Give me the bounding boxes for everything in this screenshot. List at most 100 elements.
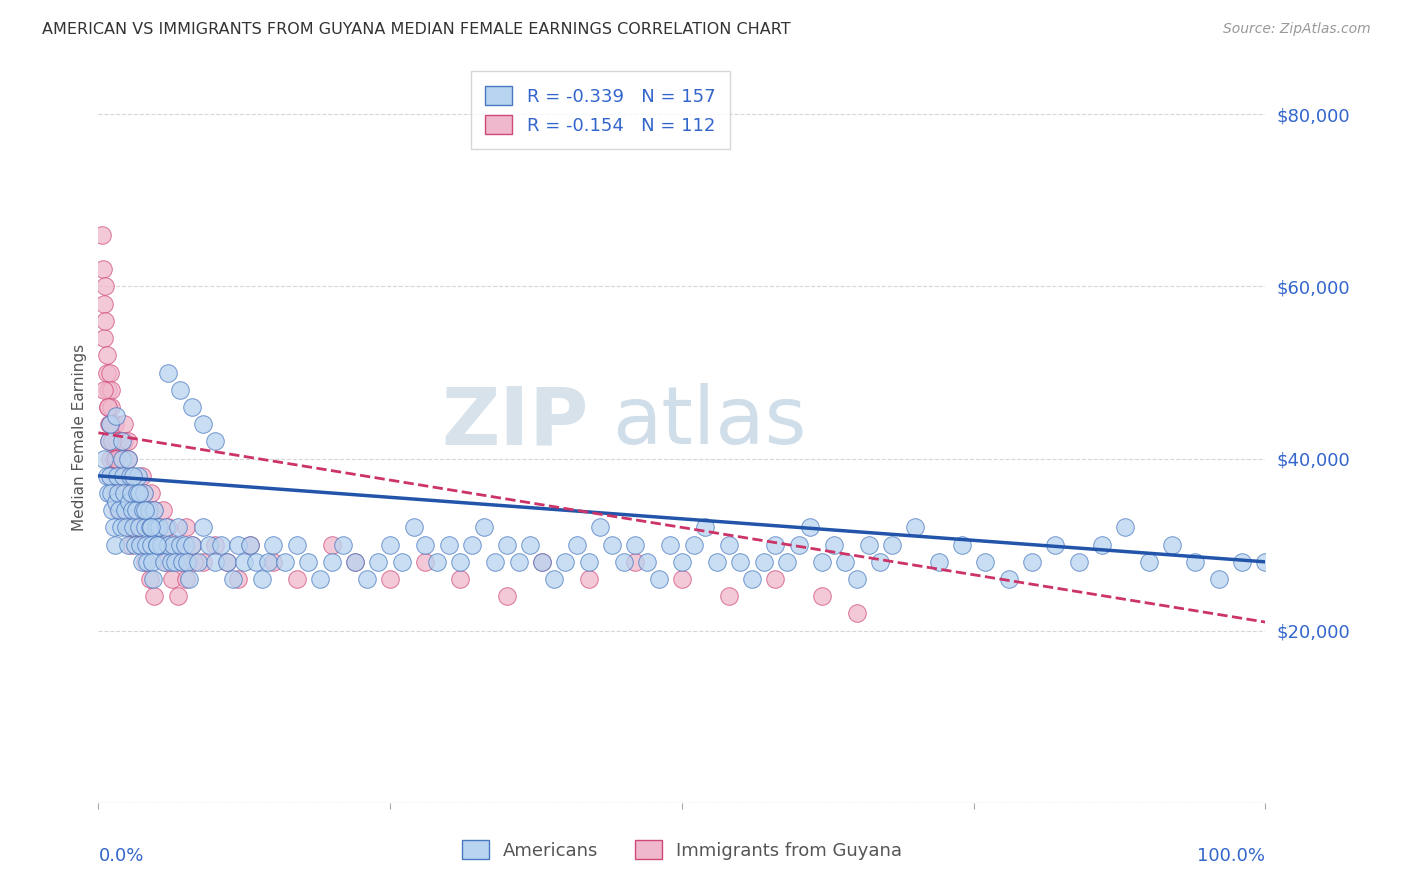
Point — [111, 468, 134, 483]
Point — [117, 451, 139, 466]
Point — [543, 572, 565, 586]
Point — [93, 451, 115, 466]
Point — [115, 520, 138, 534]
Point — [321, 538, 343, 552]
Point — [100, 383, 122, 397]
Point — [114, 468, 136, 483]
Point — [554, 555, 576, 569]
Point — [90, 227, 112, 242]
Point — [449, 555, 471, 569]
Point — [461, 538, 484, 552]
Point — [530, 555, 553, 569]
Point — [98, 366, 121, 380]
Point — [104, 417, 127, 432]
Point — [112, 434, 135, 449]
Point — [122, 486, 145, 500]
Point — [104, 451, 127, 466]
Text: AMERICAN VS IMMIGRANTS FROM GUYANA MEDIAN FEMALE EARNINGS CORRELATION CHART: AMERICAN VS IMMIGRANTS FROM GUYANA MEDIA… — [42, 22, 790, 37]
Point — [391, 555, 413, 569]
Point — [1021, 555, 1043, 569]
Point — [148, 520, 170, 534]
Point — [763, 572, 786, 586]
Point — [180, 400, 202, 414]
Point — [204, 555, 226, 569]
Point — [138, 520, 160, 534]
Point — [508, 555, 530, 569]
Point — [811, 589, 834, 603]
Point — [115, 486, 138, 500]
Point — [139, 520, 162, 534]
Point — [169, 538, 191, 552]
Point — [159, 555, 181, 569]
Point — [682, 538, 704, 552]
Point — [134, 503, 156, 517]
Point — [97, 434, 120, 449]
Point — [98, 451, 121, 466]
Point — [309, 572, 332, 586]
Point — [132, 486, 155, 500]
Point — [869, 555, 891, 569]
Point — [160, 572, 183, 586]
Point — [834, 555, 856, 569]
Point — [578, 555, 600, 569]
Point — [110, 486, 132, 500]
Point — [166, 589, 188, 603]
Text: ZIP: ZIP — [441, 384, 589, 461]
Point — [138, 503, 160, 517]
Point — [858, 538, 880, 552]
Point — [145, 520, 167, 534]
Point — [1091, 538, 1114, 552]
Point — [104, 486, 127, 500]
Point — [143, 589, 166, 603]
Point — [811, 555, 834, 569]
Point — [125, 520, 148, 534]
Legend: Americans, Immigrants from Guyana: Americans, Immigrants from Guyana — [454, 832, 910, 867]
Point — [413, 538, 436, 552]
Point — [135, 503, 157, 517]
Point — [752, 555, 775, 569]
Point — [118, 486, 141, 500]
Point — [228, 572, 250, 586]
Point — [125, 520, 148, 534]
Point — [101, 434, 124, 449]
Point — [127, 503, 149, 517]
Point — [1184, 555, 1206, 569]
Point — [111, 468, 134, 483]
Point — [367, 555, 389, 569]
Point — [228, 538, 250, 552]
Point — [127, 468, 149, 483]
Point — [519, 538, 541, 552]
Point — [111, 434, 134, 449]
Point — [215, 555, 238, 569]
Point — [108, 468, 131, 483]
Point — [209, 538, 232, 552]
Point — [114, 451, 136, 466]
Point — [111, 451, 134, 466]
Point — [111, 451, 134, 466]
Point — [380, 572, 402, 586]
Point — [100, 400, 122, 414]
Point — [174, 572, 197, 586]
Point — [730, 555, 752, 569]
Point — [124, 503, 146, 517]
Point — [134, 555, 156, 569]
Point — [98, 468, 121, 483]
Point — [139, 520, 162, 534]
Point — [402, 520, 425, 534]
Point — [1161, 538, 1184, 552]
Point — [589, 520, 612, 534]
Point — [166, 520, 188, 534]
Point — [496, 589, 519, 603]
Point — [530, 555, 553, 569]
Point — [105, 486, 128, 500]
Point — [180, 538, 202, 552]
Point — [198, 538, 221, 552]
Point — [128, 486, 150, 500]
Point — [356, 572, 378, 586]
Point — [157, 366, 180, 380]
Point — [93, 383, 115, 397]
Point — [787, 538, 810, 552]
Point — [695, 520, 717, 534]
Point — [146, 538, 169, 552]
Point — [97, 400, 120, 414]
